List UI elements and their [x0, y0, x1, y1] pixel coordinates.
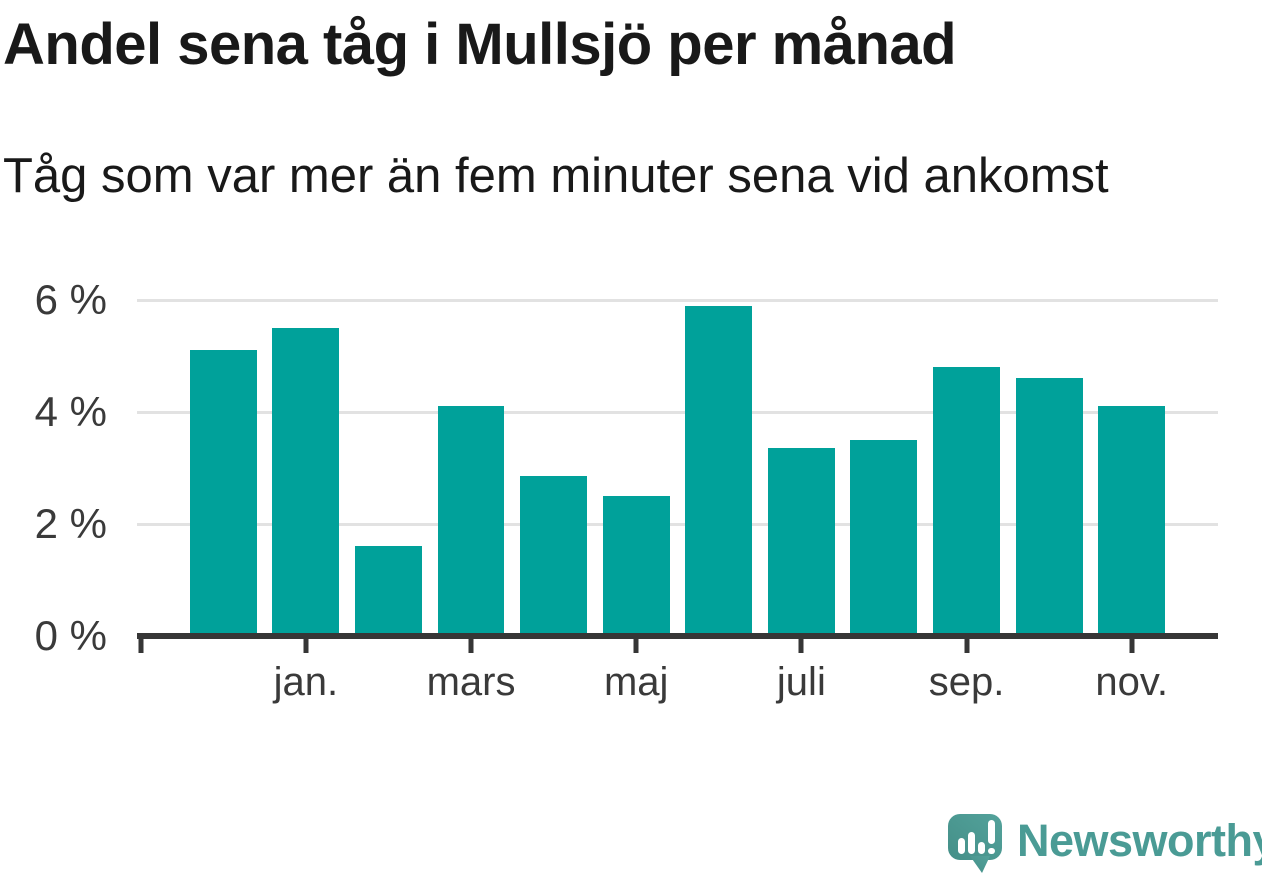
x-axis-ticks: [137, 639, 1218, 653]
newsworthy-logo-icon: [948, 814, 1002, 873]
newsworthy-logo-text: Newsworthy: [1017, 815, 1262, 866]
axis-edge-tick: [138, 639, 144, 653]
x-axis-tick: [468, 639, 474, 653]
x-axis-tick: [1129, 639, 1135, 653]
bar-juli: [767, 448, 835, 636]
bar-slot: [843, 300, 926, 636]
bar-slot: [1008, 300, 1091, 636]
bar-nov: [1098, 406, 1166, 636]
x-axis-label: juli: [776, 660, 826, 704]
bar-slot: [265, 300, 348, 636]
bar-mars: [437, 406, 505, 636]
bar-slot: [347, 300, 430, 636]
bar-feb: [355, 546, 422, 636]
x-axis-label: maj: [603, 660, 669, 704]
bar-aug: [850, 440, 918, 636]
bars-row: [137, 300, 1218, 636]
bar-slot: [760, 300, 843, 636]
bar-dec: [189, 350, 257, 636]
y-axis-label: 4 %: [34, 388, 107, 435]
bar-slot: [512, 300, 595, 636]
x-axis-label: mars: [426, 660, 516, 704]
gridline-4-percent: [137, 410, 1218, 414]
x-axis-label: nov.: [1095, 660, 1169, 704]
x-axis-tick: [964, 639, 970, 653]
y-axis-label: 2 %: [34, 500, 107, 547]
bar-slot: [182, 300, 265, 636]
bar-slot: [925, 300, 1008, 636]
bar-sep: [933, 367, 1000, 636]
x-axis-line: [137, 633, 1218, 639]
y-axis-label: 6 %: [34, 276, 107, 323]
y-axis-labels: 0 % 2 % 4 % 6 %: [0, 279, 107, 657]
bar-maj: [602, 496, 670, 636]
x-axis-tick: [798, 639, 804, 653]
bar-jan: [272, 328, 340, 636]
page-subtitle: Tåg som var mer än fem minuter sena vid …: [3, 149, 1109, 203]
x-axis-tick: [633, 639, 639, 653]
bar-okt: [1015, 378, 1083, 636]
bar-juni: [685, 305, 753, 636]
x-axis-label: sep.: [928, 660, 1005, 704]
gridline-2-percent: [137, 522, 1218, 526]
y-axis-label: 0 %: [34, 612, 107, 659]
plot-area: [137, 298, 1218, 639]
bar-slot: [677, 300, 760, 636]
newsworthy-logo: Newsworthy: [946, 804, 1262, 874]
x-axis-labels: jan. mars maj juli sep. nov.: [137, 660, 1218, 712]
x-axis-tick: [303, 639, 309, 653]
page-title: Andel sena tåg i Mullsjö per månad: [3, 12, 957, 77]
bar-slot: [595, 300, 678, 636]
x-axis-label: jan.: [273, 660, 339, 704]
bar-slot: [430, 300, 513, 636]
bar-apr: [520, 476, 588, 636]
bar-slot: [1090, 300, 1173, 636]
gridline-6-percent: [137, 298, 1218, 302]
